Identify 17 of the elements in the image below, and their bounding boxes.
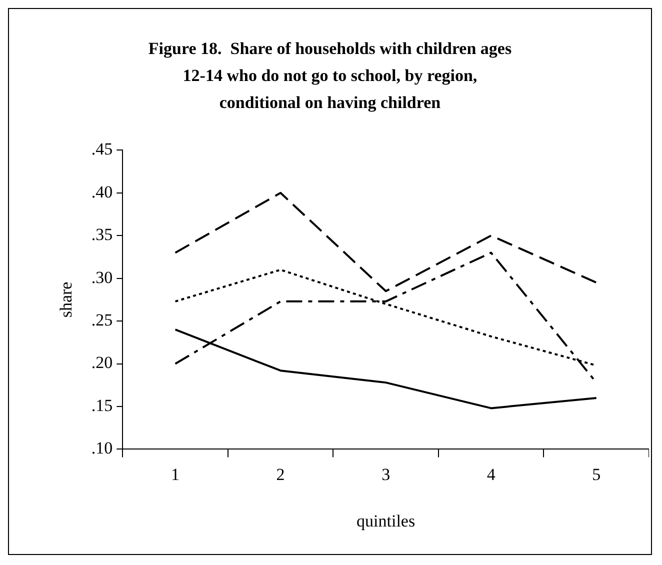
y-tick-label: .30: [91, 268, 113, 287]
x-tick-label: 1: [171, 464, 180, 484]
y-tick-label: .20: [91, 353, 113, 372]
x-tick-label: 5: [592, 464, 601, 484]
x-tick-label: 4: [486, 464, 496, 484]
y-tick-label: .25: [91, 310, 113, 330]
y-tick-label: .35: [91, 225, 113, 244]
x-tick-label: 3: [382, 464, 390, 484]
line-series: [174, 192, 598, 292]
x-tick-label: 2: [276, 464, 285, 484]
y-tick-label: .10: [91, 438, 113, 458]
y-tick-label: .45: [91, 140, 113, 159]
chart-title: Figure 18. Share of households with children ages 12-14 who do not go to school, by region, conditional on having children: [147, 38, 513, 114]
x-axis-title: quintiles: [356, 511, 416, 530]
y-axis-title: share: [56, 282, 76, 318]
y-tick-label: .15: [91, 396, 113, 415]
y-tick-label: .40: [91, 182, 113, 202]
